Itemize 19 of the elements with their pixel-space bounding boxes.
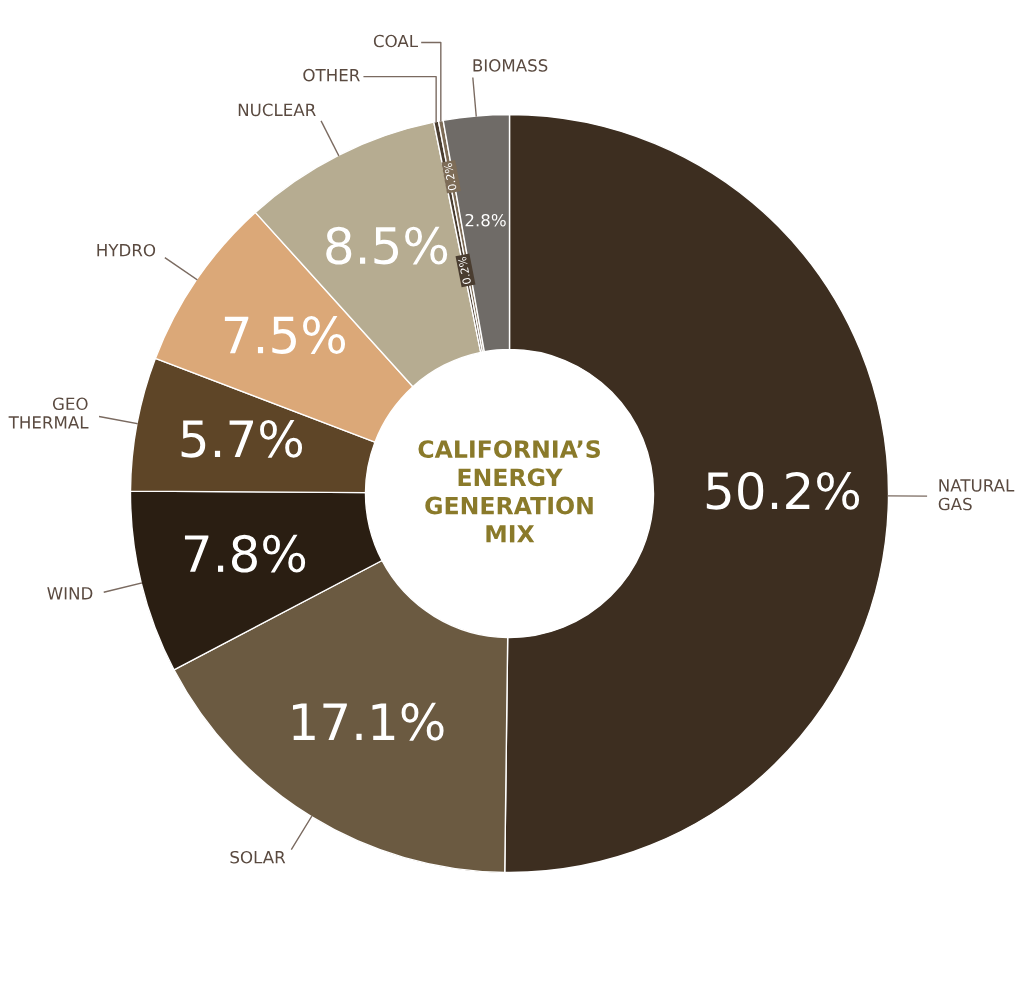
slice-label: COAL <box>373 34 418 48</box>
slice-label: NUCLEAR <box>238 103 316 117</box>
slice-label: SOLAR <box>230 850 286 864</box>
slice-label: WIND <box>47 587 93 600</box>
text: CALIFORNIA’S ENERGY GENERATION MIX <box>418 440 600 543</box>
data-label: 7.8% <box>184 534 306 573</box>
slice-label: HYDRO <box>97 243 156 257</box>
data-label: 50.2% <box>706 471 860 510</box>
data-label: 7.5% <box>224 316 346 354</box>
data-label: 0.2% <box>457 256 472 285</box>
slice-label: BIOMASS <box>473 59 548 72</box>
data-label: 17.1% <box>292 702 444 741</box>
data-label: 0.2% <box>443 162 457 191</box>
data-label: 5.7% <box>181 419 303 458</box>
slice-label: NATURAL GAS <box>938 479 1015 511</box>
slice-label: OTHER <box>303 68 360 82</box>
data-label: 2.8% <box>465 213 506 227</box>
slice-label: GEO THERMAL <box>8 397 89 429</box>
data-label: 8.5% <box>326 226 448 265</box>
